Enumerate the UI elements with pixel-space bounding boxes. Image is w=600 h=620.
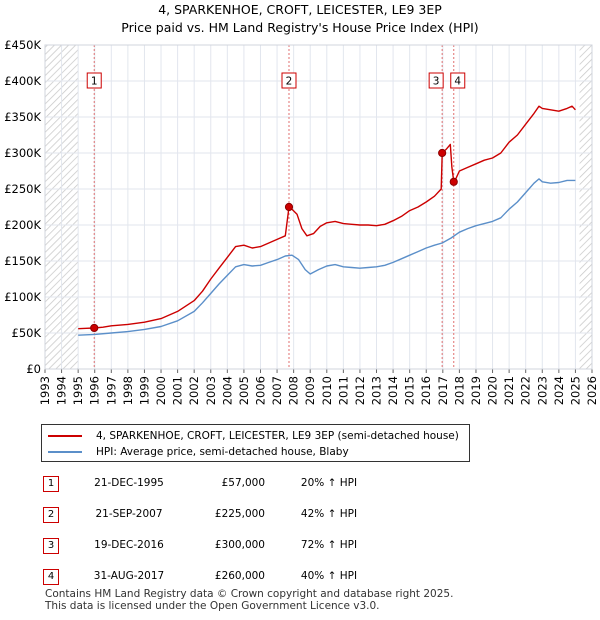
y-tick-label: £450K [4, 38, 41, 52]
x-tick-label: 1995 [71, 376, 85, 405]
x-tick-label: 2009 [303, 376, 317, 405]
footer-attribution: Contains HM Land Registry data © Crown c… [45, 588, 453, 612]
x-tick-label: 2000 [154, 376, 168, 405]
y-tick-label: £400K [4, 74, 41, 88]
sale-number-badge: 4 [43, 569, 59, 585]
x-tick-label: 2017 [436, 376, 450, 405]
x-tick-label: 2010 [320, 376, 334, 405]
x-tick-label: 2014 [386, 376, 400, 405]
sale-number-badge: 1 [43, 476, 59, 492]
x-tick-label: 1998 [121, 376, 135, 405]
sale-row: 2 21-SEP-2007 £225,000 42% ↑ HPI [0, 504, 600, 524]
sale-point [449, 177, 458, 186]
legend-label-property: 4, SPARKENHOE, CROFT, LEICESTER, LE9 3EP… [96, 430, 459, 442]
sale-date: 31-AUG-2017 [93, 570, 165, 582]
sale-point [438, 148, 447, 158]
sale-hpi-change: 42% ↑ HPI [300, 508, 358, 520]
x-tick-label: 1996 [88, 376, 102, 405]
footer-line-1: Contains HM Land Registry data © Crown c… [45, 588, 454, 600]
x-tick-label: 2022 [519, 376, 533, 405]
y-tick-label: £150K [4, 254, 41, 268]
sale-price: £300,000 [214, 539, 265, 551]
chart-subtitle: Price paid vs. HM Land Registry's House … [121, 20, 479, 35]
x-tick-label: 2008 [287, 376, 301, 405]
sale-label-box [450, 72, 466, 89]
x-tick-label: 2024 [552, 376, 566, 405]
y-tick-label: £50K [12, 326, 42, 340]
sale-price: £225,000 [214, 508, 265, 520]
sale-label: 4 [454, 76, 461, 88]
sale-row: 4 31-AUG-2017 £260,000 40% ↑ HPI [0, 566, 600, 586]
sale-label-box [428, 72, 444, 89]
sale-price: £57,000 [221, 477, 265, 489]
legend-label-hpi: HPI: Average price, semi-detached house,… [96, 446, 349, 458]
sale-number-badge: 3 [43, 538, 59, 554]
plot-frame [44, 44, 593, 370]
legend: 4, SPARKENHOE, CROFT, LEICESTER, LE9 3EP… [41, 424, 470, 462]
y-tick-label: £250K [4, 182, 41, 196]
plot-area [45, 45, 592, 369]
sale-price: £260,000 [214, 570, 265, 582]
chart-title: 4, SPARKENHOE, CROFT, LEICESTER, LE9 3EP [158, 2, 442, 17]
sale-point [284, 202, 294, 212]
x-tick-label: 2011 [336, 376, 350, 405]
hpi-line [78, 178, 576, 336]
sale-label-box [86, 72, 102, 89]
y-tick-label: £350K [4, 110, 41, 124]
x-tick-label: 1993 [38, 376, 52, 405]
x-tick-label: 2012 [353, 376, 367, 405]
x-tick-label: 2018 [452, 376, 466, 405]
sale-point [90, 323, 99, 333]
sale-label: 1 [91, 76, 98, 88]
price-chart: 1 2 3 4 £0 £50K £100K £150K £200K £250K £300K £350… [4, 38, 599, 405]
legend-item-property: 4, SPARKENHOE, CROFT, LEICESTER, LE9 3EP… [48, 428, 459, 444]
x-tick-label: 1997 [104, 376, 118, 405]
sale-hpi-change: 20% ↑ HPI [300, 477, 358, 489]
sale-number-badge: 2 [43, 507, 59, 523]
x-tick-label: 1999 [137, 376, 151, 405]
sale-date: 21-SEP-2007 [95, 508, 163, 520]
legend-swatch-property [48, 435, 82, 437]
sale-hpi-change: 40% ↑ HPI [300, 570, 358, 582]
legend-item-hpi: HPI: Average price, semi-detached house,… [48, 444, 349, 460]
x-tick-label: 2020 [486, 376, 500, 405]
sale-label-box [281, 72, 297, 89]
x-tick-label: 2016 [419, 376, 433, 405]
x-tick-label: 2021 [502, 376, 516, 405]
y-tick-label: £100K [4, 290, 41, 304]
x-tick-label: 2005 [237, 376, 251, 405]
y-tick-label: £300K [4, 146, 41, 160]
x-tick-label: 2007 [270, 376, 284, 405]
sale-row: 3 19-DEC-2016 £300,000 72% ↑ HPI [0, 535, 600, 555]
sale-date: 19-DEC-2016 [94, 539, 164, 551]
x-tick-label: 2002 [187, 376, 201, 405]
property-price-line [78, 105, 576, 330]
x-tick-label: 2004 [220, 376, 234, 405]
sale-label: 2 [286, 76, 293, 88]
sale-label: 3 [433, 76, 440, 88]
y-tick-label: £0 [26, 362, 41, 376]
x-tick-label: 2013 [370, 376, 384, 405]
x-tick-label: 2023 [535, 376, 549, 405]
sale-row: 1 21-DEC-1995 £57,000 20% ↑ HPI [0, 473, 600, 493]
legend-swatch-hpi [48, 451, 82, 453]
x-tick-label: 2006 [253, 376, 267, 405]
sale-hpi-change: 72% ↑ HPI [300, 539, 358, 551]
x-tick-label: 2026 [585, 376, 599, 405]
x-tick-label: 1994 [55, 376, 69, 405]
hatched-region [579, 45, 592, 369]
x-tick-label: 2019 [469, 376, 483, 405]
x-tick-label: 2001 [171, 376, 185, 405]
y-tick-label: £200K [4, 218, 41, 232]
footer-line-2: This data is licensed under the Open Gov… [45, 600, 380, 612]
x-tick-label: 2025 [568, 376, 582, 405]
x-tick-label: 2015 [403, 376, 417, 405]
x-tick-label: 2003 [204, 376, 218, 405]
sale-date: 21-DEC-1995 [94, 477, 164, 489]
